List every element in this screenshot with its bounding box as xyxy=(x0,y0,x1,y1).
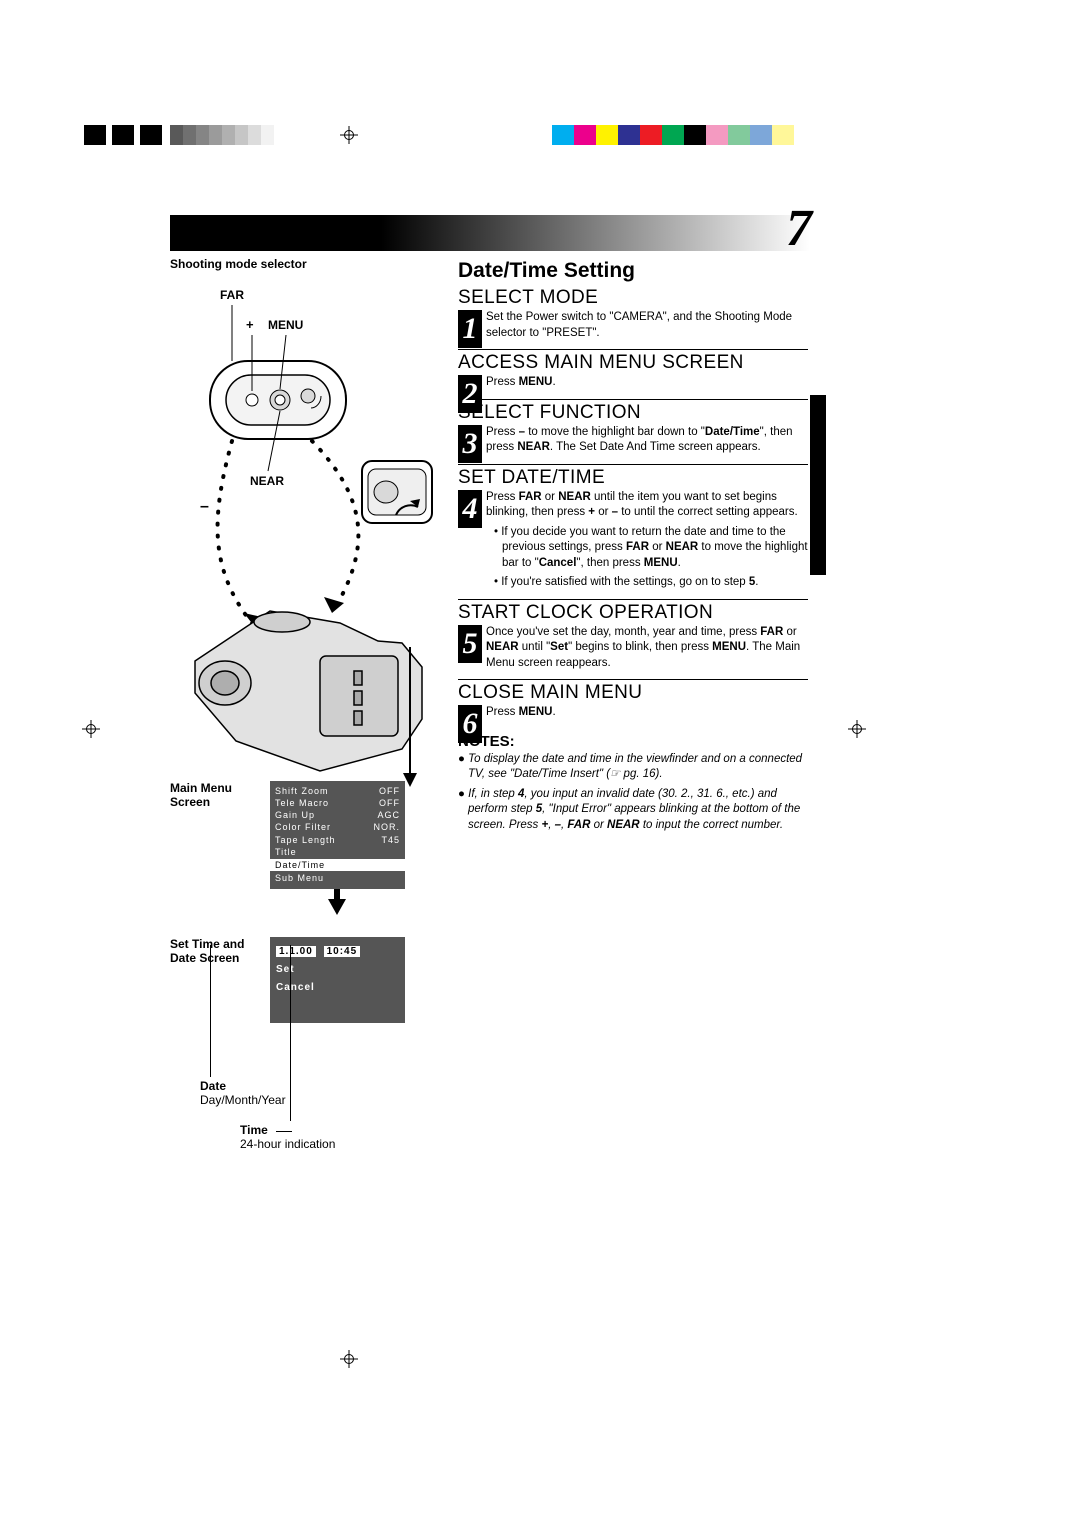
main-menu-screen: Shift ZoomOFFTele MacroOFFGain UpAGCColo… xyxy=(270,781,405,889)
notes-body: ● To display the date and time in the vi… xyxy=(458,752,808,834)
step-body: Press MENU. xyxy=(486,705,808,721)
step-block: 2Press MENU. xyxy=(458,375,808,391)
step-block: 1Set the Power switch to "CAMERA", and t… xyxy=(458,310,808,341)
regmark-icon xyxy=(340,1350,358,1368)
step-number: 6 xyxy=(458,705,482,743)
main-menu-label: Main Menu Screen xyxy=(170,781,260,889)
menu-item: Gain UpAGC xyxy=(275,809,400,821)
left-column: Shooting mode selector xyxy=(170,257,440,1147)
svg-text:NEAR: NEAR xyxy=(250,474,284,488)
step-number: 4 xyxy=(458,490,482,528)
svg-text:MENU: MENU xyxy=(268,318,303,332)
step-bullet: • If you're satisfied with the settings,… xyxy=(502,575,808,591)
selector-label: Shooting mode selector xyxy=(170,257,440,271)
grayscale-strip xyxy=(170,125,287,145)
step-body: Press – to move the highlight bar down t… xyxy=(486,425,808,456)
step-heading: SELECT FUNCTION xyxy=(458,399,808,424)
step-bullet: • If you decide you want to return the d… xyxy=(502,525,808,572)
step-block: 5Once you've set the day, month, year an… xyxy=(458,625,808,672)
step-heading: SELECT MODE xyxy=(458,285,808,309)
set-label: Set xyxy=(276,961,399,979)
step-body: Set the Power switch to "CAMERA", and th… xyxy=(486,310,808,341)
step-heading: ACCESS MAIN MENU SCREEN xyxy=(458,349,808,374)
step-heading: SET DATE/TIME xyxy=(458,464,808,489)
set-date: 1.1.00 xyxy=(276,946,316,957)
note-item: ● To display the date and time in the vi… xyxy=(468,752,808,783)
regmark-icon xyxy=(340,126,358,144)
menu-sub: Sub Menu xyxy=(275,872,400,884)
step-heading: CLOSE MAIN MENU xyxy=(458,679,808,704)
step-number: 3 xyxy=(458,425,482,463)
svg-text:FAR: FAR xyxy=(220,288,244,302)
thumb-tab xyxy=(810,395,826,575)
print-bar-left xyxy=(84,125,162,145)
set-screen-label: Set Time and Date Screen xyxy=(170,937,260,1023)
page-number: 7 xyxy=(786,200,812,257)
camera-diagram: FAR + MENU NEAR – xyxy=(170,271,440,791)
right-column: Date/Time Setting SELECT MODE1Set the Po… xyxy=(458,257,808,1147)
color-strip xyxy=(552,125,794,145)
step-block: 6Press MENU. xyxy=(458,705,808,721)
header-gradient xyxy=(170,215,810,251)
svg-text:–: – xyxy=(200,498,209,515)
menu-item: Title xyxy=(275,846,400,858)
note-item: ● If, in step 4, you input an invalid da… xyxy=(468,787,808,834)
step-body: Press MENU. xyxy=(486,375,808,391)
time-label: Time xyxy=(240,1123,268,1137)
step-number: 1 xyxy=(458,310,482,348)
menu-item: Tele MacroOFF xyxy=(275,797,400,809)
menu-highlight: Date/Time xyxy=(270,859,405,871)
set-time: 10:45 xyxy=(324,946,361,957)
cancel-label: Cancel xyxy=(276,979,399,997)
svg-text:+: + xyxy=(246,317,254,332)
manual-page: EN 7 Shooting mode selector xyxy=(170,215,810,1147)
date-desc: Day/Month/Year xyxy=(200,1093,286,1107)
menu-item: Color FilterNOR. xyxy=(275,821,400,833)
menu-item: Tape LengthT45 xyxy=(275,834,400,846)
step-number: 5 xyxy=(458,625,482,663)
notes-heading: NOTES: xyxy=(458,733,808,750)
section-title: Date/Time Setting xyxy=(458,259,808,283)
step-block: 4Press FAR or NEAR until the item you wa… xyxy=(458,490,808,591)
step-number: 2 xyxy=(458,375,482,413)
page-lang: EN xyxy=(760,183,779,198)
time-desc: 24-hour indication xyxy=(240,1137,335,1151)
regmark-icon xyxy=(848,720,866,738)
step-heading: START CLOCK OPERATION xyxy=(458,599,808,624)
step-block: 3Press – to move the highlight bar down … xyxy=(458,425,808,456)
step-body: Once you've set the day, month, year and… xyxy=(486,625,808,672)
regmark-icon xyxy=(82,720,100,738)
date-label: Date xyxy=(200,1079,286,1093)
arrow-down-icon xyxy=(328,899,346,915)
step-body: Press FAR or NEAR until the item you wan… xyxy=(486,490,808,521)
